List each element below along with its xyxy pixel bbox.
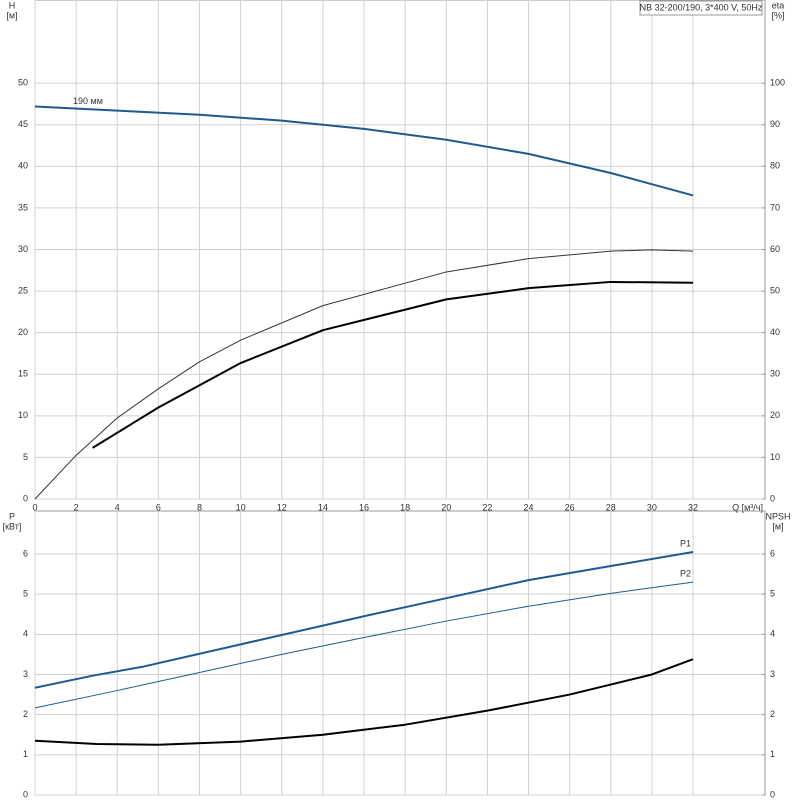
- y2-tick-label: 10: [770, 452, 780, 462]
- y2-tick-label: 3: [770, 669, 775, 679]
- x-tick-label: 24: [524, 502, 534, 512]
- y2-tick-label: 50: [770, 285, 780, 295]
- x-tick-label: 30: [647, 502, 657, 512]
- y2-tick-label: 4: [770, 629, 775, 639]
- x-axis-label: Q [м³/ч]: [732, 502, 763, 512]
- x-tick-label: 26: [565, 502, 575, 512]
- y-axis-unit: [м]: [6, 10, 17, 20]
- y2-tick-label: 70: [770, 202, 780, 212]
- y2-axis-unit: [%]: [771, 10, 784, 20]
- x-tick-label: 4: [115, 502, 120, 512]
- y2-tick-label: 30: [770, 369, 780, 379]
- y2-tick-label: 5: [770, 589, 775, 599]
- y-tick-label: 50: [18, 78, 28, 88]
- curve: [34, 581, 694, 709]
- x-tick-label: 6: [156, 502, 161, 512]
- curve: [92, 280, 694, 449]
- y-tick-label: 1: [23, 749, 28, 759]
- y2-tick-label: 80: [770, 161, 780, 171]
- x-tick-label: 22: [482, 502, 492, 512]
- x-tick-label: 20: [441, 502, 451, 512]
- x-tick-label: 12: [277, 502, 287, 512]
- x-tick-label: 0: [32, 502, 37, 512]
- x-tick-label: 10: [236, 502, 246, 512]
- y-tick-label: 5: [23, 589, 28, 599]
- y2-tick-label: 0: [770, 493, 775, 503]
- y-axis-label: H: [9, 0, 16, 10]
- x-tick-label: 28: [606, 502, 616, 512]
- y-tick-label: 4: [23, 629, 28, 639]
- curve: [34, 658, 694, 746]
- x-tick-label: 14: [318, 502, 328, 512]
- x-tick-label: 8: [197, 502, 202, 512]
- y-axis-label: P: [9, 511, 15, 521]
- y2-axis-label: eta: [772, 0, 785, 10]
- y-tick-label: 25: [18, 285, 28, 295]
- y-tick-label: 15: [18, 369, 28, 379]
- y-tick-label: 0: [23, 789, 28, 799]
- y-tick-label: 6: [23, 548, 28, 558]
- y2-tick-label: 90: [770, 119, 780, 129]
- x-tick-label: 18: [400, 502, 410, 512]
- chart-title: NB 32-200/190, 3*400 V, 50Hz: [640, 2, 763, 12]
- y-tick-label: 40: [18, 161, 28, 171]
- series-label: P2: [680, 568, 691, 578]
- series-label: 190 мм: [73, 96, 103, 106]
- x-tick-label: 16: [359, 502, 369, 512]
- y-tick-label: 5: [23, 452, 28, 462]
- y2-axis-unit: [м]: [772, 521, 783, 531]
- series-label: P1: [680, 538, 691, 548]
- y2-tick-label: 1: [770, 749, 775, 759]
- y-tick-label: 20: [18, 327, 28, 337]
- y-axis-unit: [кВт]: [3, 521, 22, 531]
- y-tick-label: 0: [23, 493, 28, 503]
- y-tick-label: 3: [23, 669, 28, 679]
- y2-tick-label: 0: [770, 789, 775, 799]
- y2-tick-label: 2: [770, 709, 775, 719]
- y-tick-label: 35: [18, 202, 28, 212]
- y2-tick-label: 40: [770, 327, 780, 337]
- y-tick-label: 30: [18, 244, 28, 254]
- title-box: [639, 0, 763, 16]
- y2-axis-label: NPSH: [765, 511, 790, 521]
- y-tick-label: 45: [18, 119, 28, 129]
- y-tick-label: 10: [18, 410, 28, 420]
- y2-tick-label: 20: [770, 410, 780, 420]
- y-tick-label: 2: [23, 709, 28, 719]
- curve: [34, 249, 694, 500]
- y2-tick-label: 6: [770, 548, 775, 558]
- y2-tick-label: 100: [770, 78, 785, 88]
- x-tick-label: 2: [74, 502, 79, 512]
- y2-tick-label: 60: [770, 244, 780, 254]
- curve: [34, 105, 694, 197]
- x-tick-label: 32: [688, 502, 698, 512]
- curve: [34, 550, 694, 689]
